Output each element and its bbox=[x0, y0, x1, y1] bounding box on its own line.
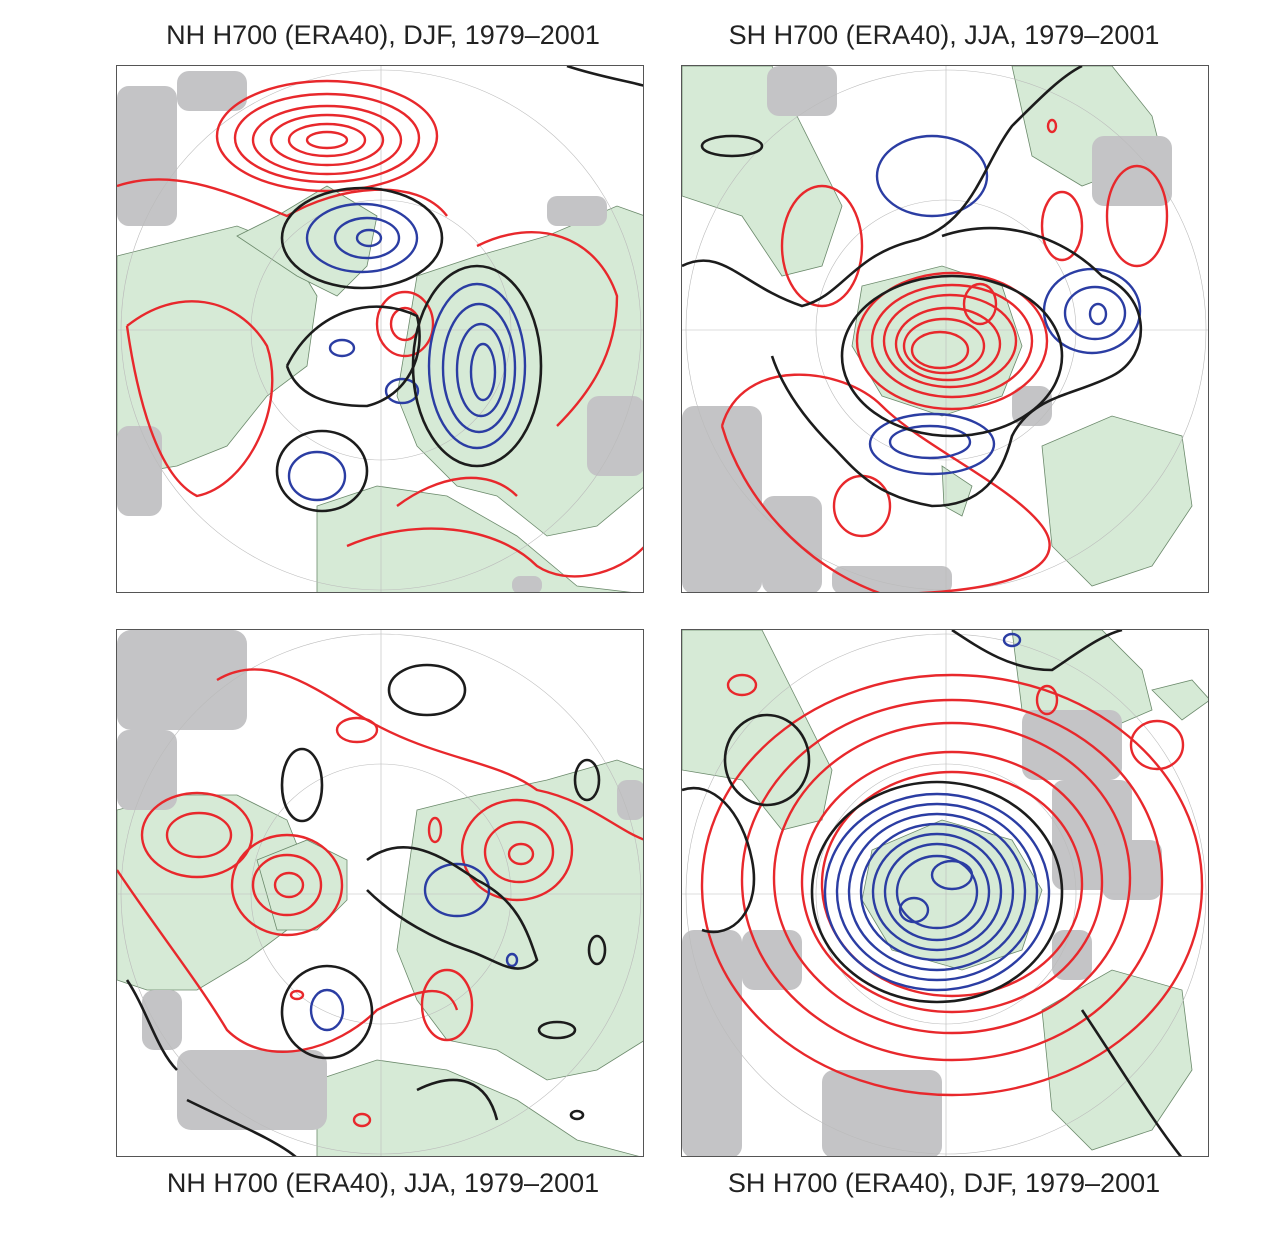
panel-title-sh-djf: SH H700 (ERA40), DJF, 1979–2001 bbox=[727, 1168, 1161, 1198]
panel-title-nh-djf: NH H700 (ERA40), DJF, 1979–2001 bbox=[166, 20, 600, 50]
map-panel-sh-djf bbox=[681, 629, 1209, 1157]
grid-lines bbox=[682, 630, 1208, 1156]
grid-lines bbox=[682, 66, 1208, 592]
significance-dots bbox=[117, 630, 643, 1130]
grid-lines bbox=[117, 630, 643, 1156]
panel-title-sh-jja: SH H700 (ERA40), JJA, 1979–2001 bbox=[728, 20, 1160, 50]
zero-contours bbox=[275, 66, 643, 513]
negative-contours bbox=[823, 632, 1051, 992]
negative-contours bbox=[309, 862, 519, 1032]
significance-dots bbox=[682, 66, 1172, 592]
significance-dots bbox=[117, 71, 643, 592]
map-panel-sh-jja bbox=[681, 65, 1209, 593]
grid-lines bbox=[117, 66, 643, 592]
negative-contours bbox=[287, 202, 527, 502]
zero-contours bbox=[125, 663, 607, 1156]
panel-title-nh-jja: NH H700 (ERA40), JJA, 1979–2001 bbox=[166, 1168, 600, 1198]
zero-contours bbox=[682, 630, 1183, 1156]
positive-contours bbox=[117, 668, 643, 1128]
positive-contours bbox=[720, 118, 1169, 592]
land-masses bbox=[117, 185, 643, 592]
positive-contours bbox=[700, 673, 1204, 1097]
land-masses bbox=[117, 759, 643, 1156]
map-panel-nh-jja bbox=[116, 629, 644, 1157]
zero-contours bbox=[682, 66, 1143, 508]
map-panel-nh-djf bbox=[116, 65, 644, 593]
